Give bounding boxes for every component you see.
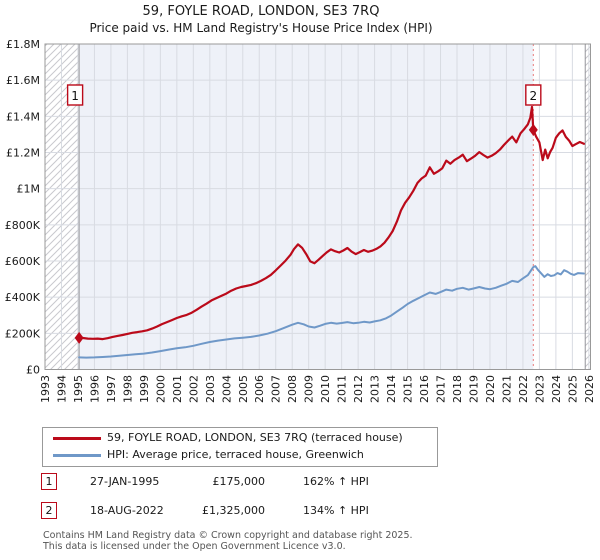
- x-axis-tick-label: 1997: [105, 375, 118, 403]
- no-data-hatch-right: [585, 44, 591, 370]
- x-axis-tick-label: 2013: [369, 375, 382, 403]
- sale-marker-diamond: [74, 331, 84, 344]
- sale-marker-diamond: [528, 123, 538, 136]
- x-axis-tick-label: 2005: [237, 375, 250, 403]
- y-axis-tick-label: £1.4M: [6, 110, 40, 123]
- x-axis-tick-label: 2018: [451, 375, 464, 403]
- x-axis-tick-label: 2014: [385, 375, 398, 403]
- x-axis-tick-label: 1994: [55, 375, 68, 403]
- transaction-hpi-change: 162% ↑ HPI: [303, 475, 369, 488]
- legend-item-hpi: HPI: Average price, terraced house, Gree…: [43, 447, 437, 464]
- transaction-price: £1,325,000: [202, 504, 265, 517]
- x-axis-tick-label: 2025: [566, 375, 579, 403]
- y-axis-tick-label: £200K: [5, 327, 41, 340]
- x-axis-tick-label: 1999: [138, 375, 151, 403]
- plot-border: [44, 43, 591, 370]
- page-subtitle: Price paid vs. HM Land Registry's House …: [89, 21, 433, 35]
- price-history-chart: 1 2 £0 £200K £400K £600K £800K £1M £1.2M £1.4M £1.…: [5, 38, 596, 403]
- x-axis-tick-label: 1996: [88, 375, 101, 403]
- x-axis-tick-label: 2009: [303, 375, 316, 403]
- x-axis-tick-label: 2001: [171, 375, 184, 403]
- transaction-row-2: 2 18-AUG-2022 £1,325,000 134% ↑ HPI: [0, 502, 600, 522]
- x-axis-tick-label: 1993: [39, 375, 52, 403]
- gridlines: [44, 43, 591, 370]
- hpi-line-swatch: [53, 454, 101, 457]
- ownership-period-shading: [79, 44, 534, 370]
- x-axis-tick-label: 2002: [187, 375, 200, 403]
- hpi-line: [78, 265, 585, 359]
- transaction-hpi-change: 134% ↑ HPI: [303, 504, 369, 517]
- x-axis-tick-label: 2007: [270, 375, 283, 403]
- property-line-swatch: [53, 437, 101, 440]
- legend-label: 59, FOYLE ROAD, LONDON, SE3 7RQ (terrace…: [107, 431, 403, 444]
- x-axis-tick-label: 2024: [550, 375, 563, 403]
- legend-item-property: 59, FOYLE ROAD, LONDON, SE3 7RQ (terrace…: [43, 430, 437, 447]
- x-axis-tick-label: 2026: [583, 375, 596, 403]
- y-axis-tick-label: £0: [26, 364, 40, 377]
- y-axis-tick-label: £1.6M: [6, 74, 40, 87]
- y-axis-tick-label: £1.2M: [6, 147, 40, 160]
- sale-annotation-box: [66, 84, 84, 106]
- x-axis-tick-label: 2006: [253, 375, 266, 403]
- x-axis-tick-label: 2012: [352, 375, 365, 403]
- x-axis-tick-label: 2017: [435, 375, 448, 403]
- x-axis-tick-label: 2019: [467, 375, 480, 403]
- y-axis-tick-label: £400K: [5, 291, 41, 304]
- transaction-number-badge: 2: [41, 502, 57, 519]
- x-axis-tick-label: 2011: [336, 375, 349, 403]
- sale-annotation-number: 1: [71, 89, 79, 103]
- x-axis-tick-label: 1998: [121, 375, 134, 403]
- y-axis-tick-label: £800K: [5, 219, 41, 232]
- footer-line-2: This data is licensed under the Open Gov…: [43, 541, 346, 552]
- x-axis-tick-label: 2004: [220, 375, 233, 403]
- x-axis-tick-label: 2000: [154, 375, 167, 403]
- sale-annotation-box: [525, 84, 542, 106]
- copyright-footer: Contains HM Land Registry data © Crown c…: [43, 530, 413, 552]
- transaction-number-badge: 1: [41, 473, 57, 490]
- transaction-date: 18-AUG-2022: [90, 504, 164, 517]
- page-title: 59, FOYLE ROAD, LONDON, SE3 7RQ: [142, 4, 380, 19]
- chart-legend: 59, FOYLE ROAD, LONDON, SE3 7RQ (terrace…: [42, 427, 438, 467]
- legend-label: HPI: Average price, terraced house, Gree…: [107, 448, 364, 461]
- x-axis-tick-label: 2008: [286, 375, 299, 403]
- x-axis-tick-label: 2003: [204, 375, 217, 403]
- x-axis-tick-label: 2021: [500, 375, 513, 403]
- x-axis-tick-label: 2016: [418, 375, 431, 403]
- transaction-row-1: 1 27-JAN-1995 £175,000 162% ↑ HPI: [0, 473, 600, 493]
- y-axis-tick-label: £1.8M: [6, 38, 40, 51]
- x-axis-tick-label: 2023: [533, 375, 546, 403]
- x-axis-tick-label: 1995: [72, 375, 85, 403]
- property-price-line: [77, 105, 586, 341]
- sale-annotation-number: 2: [529, 89, 537, 103]
- y-axis-tick-label: £1M: [17, 183, 41, 196]
- y-axis-tick-label: £600K: [5, 255, 41, 268]
- transaction-date: 27-JAN-1995: [90, 475, 160, 488]
- x-axis-tick-label: 2020: [484, 375, 497, 403]
- transaction-price: £175,000: [212, 475, 266, 488]
- x-axis-tick-label: 2015: [402, 375, 415, 403]
- x-axis-tick-label: 2022: [517, 375, 530, 403]
- x-axis-tick-label: 2010: [319, 375, 332, 403]
- footer-line-1: Contains HM Land Registry data © Crown c…: [43, 530, 413, 541]
